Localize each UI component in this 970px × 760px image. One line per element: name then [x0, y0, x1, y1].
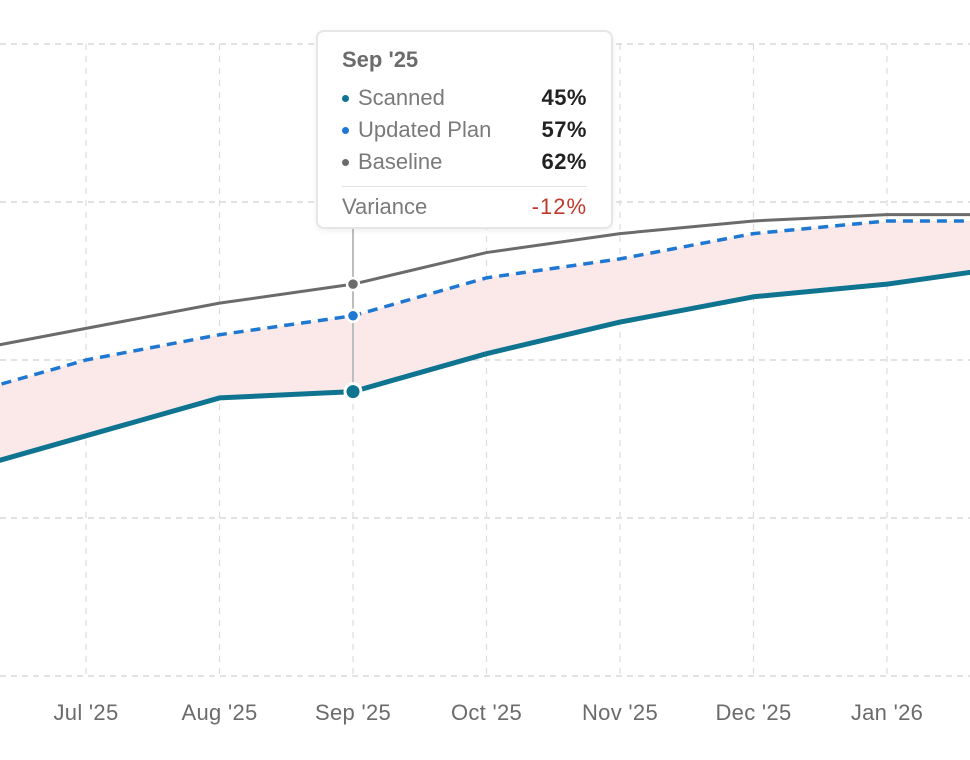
tooltip-series-value: 57% [541, 117, 587, 142]
tooltip-variance-label: Variance [342, 194, 428, 219]
x-tick-label: Aug '25 [181, 700, 257, 725]
variance-band [0, 220, 970, 461]
tooltip-series-name: Updated Plan [358, 117, 492, 142]
variance-band-area [0, 220, 970, 461]
x-tick-label: Nov '25 [582, 700, 658, 725]
tooltip-row-updated-plan: Updated Plan 57% [342, 114, 587, 146]
scanned-line [0, 269, 970, 463]
updated-plan-legend-dot-icon [342, 126, 349, 134]
baseline-hover-point [345, 276, 361, 292]
tooltip: Sep '25 Scanned 45% Updated Plan 57% Bas… [316, 30, 613, 229]
scanned-legend-dot-icon [342, 94, 349, 102]
tooltip-title: Sep '25 [342, 47, 419, 72]
tooltip-series-value: 45% [541, 85, 587, 110]
tooltip-row-baseline: Baseline 62% [342, 146, 587, 178]
tooltip-variance-row: Variance -12% [342, 191, 587, 223]
x-tick-label: Dec '25 [715, 700, 791, 725]
hover-indicator [343, 229, 363, 402]
baseline-legend-dot-icon [342, 158, 349, 166]
x-tick-label: Jan '26 [851, 700, 923, 725]
x-tick-label: Jul '25 [53, 700, 118, 725]
x-tick-label: Sep '25 [315, 700, 391, 725]
tooltip-series-name: Scanned [358, 85, 445, 110]
updated-plan-line [0, 219, 970, 387]
tooltip-variance-value: -12% [531, 194, 587, 219]
tooltip-row-scanned: Scanned 45% [342, 82, 587, 114]
updated-plan-hover-point [345, 308, 361, 324]
x-tick-label: Oct '25 [451, 700, 522, 725]
series-lines [0, 213, 970, 463]
x-axis-tick-labels: Jul '25 Aug '25 Sep '25 Oct '25 Nov '25 Dec '… [53, 700, 923, 725]
tooltip-divider [342, 186, 587, 187]
tooltip-series-name: Baseline [358, 149, 443, 174]
tooltip-series-value: 62% [541, 149, 587, 174]
scanned-hover-point [343, 382, 363, 402]
baseline-line [0, 213, 970, 347]
